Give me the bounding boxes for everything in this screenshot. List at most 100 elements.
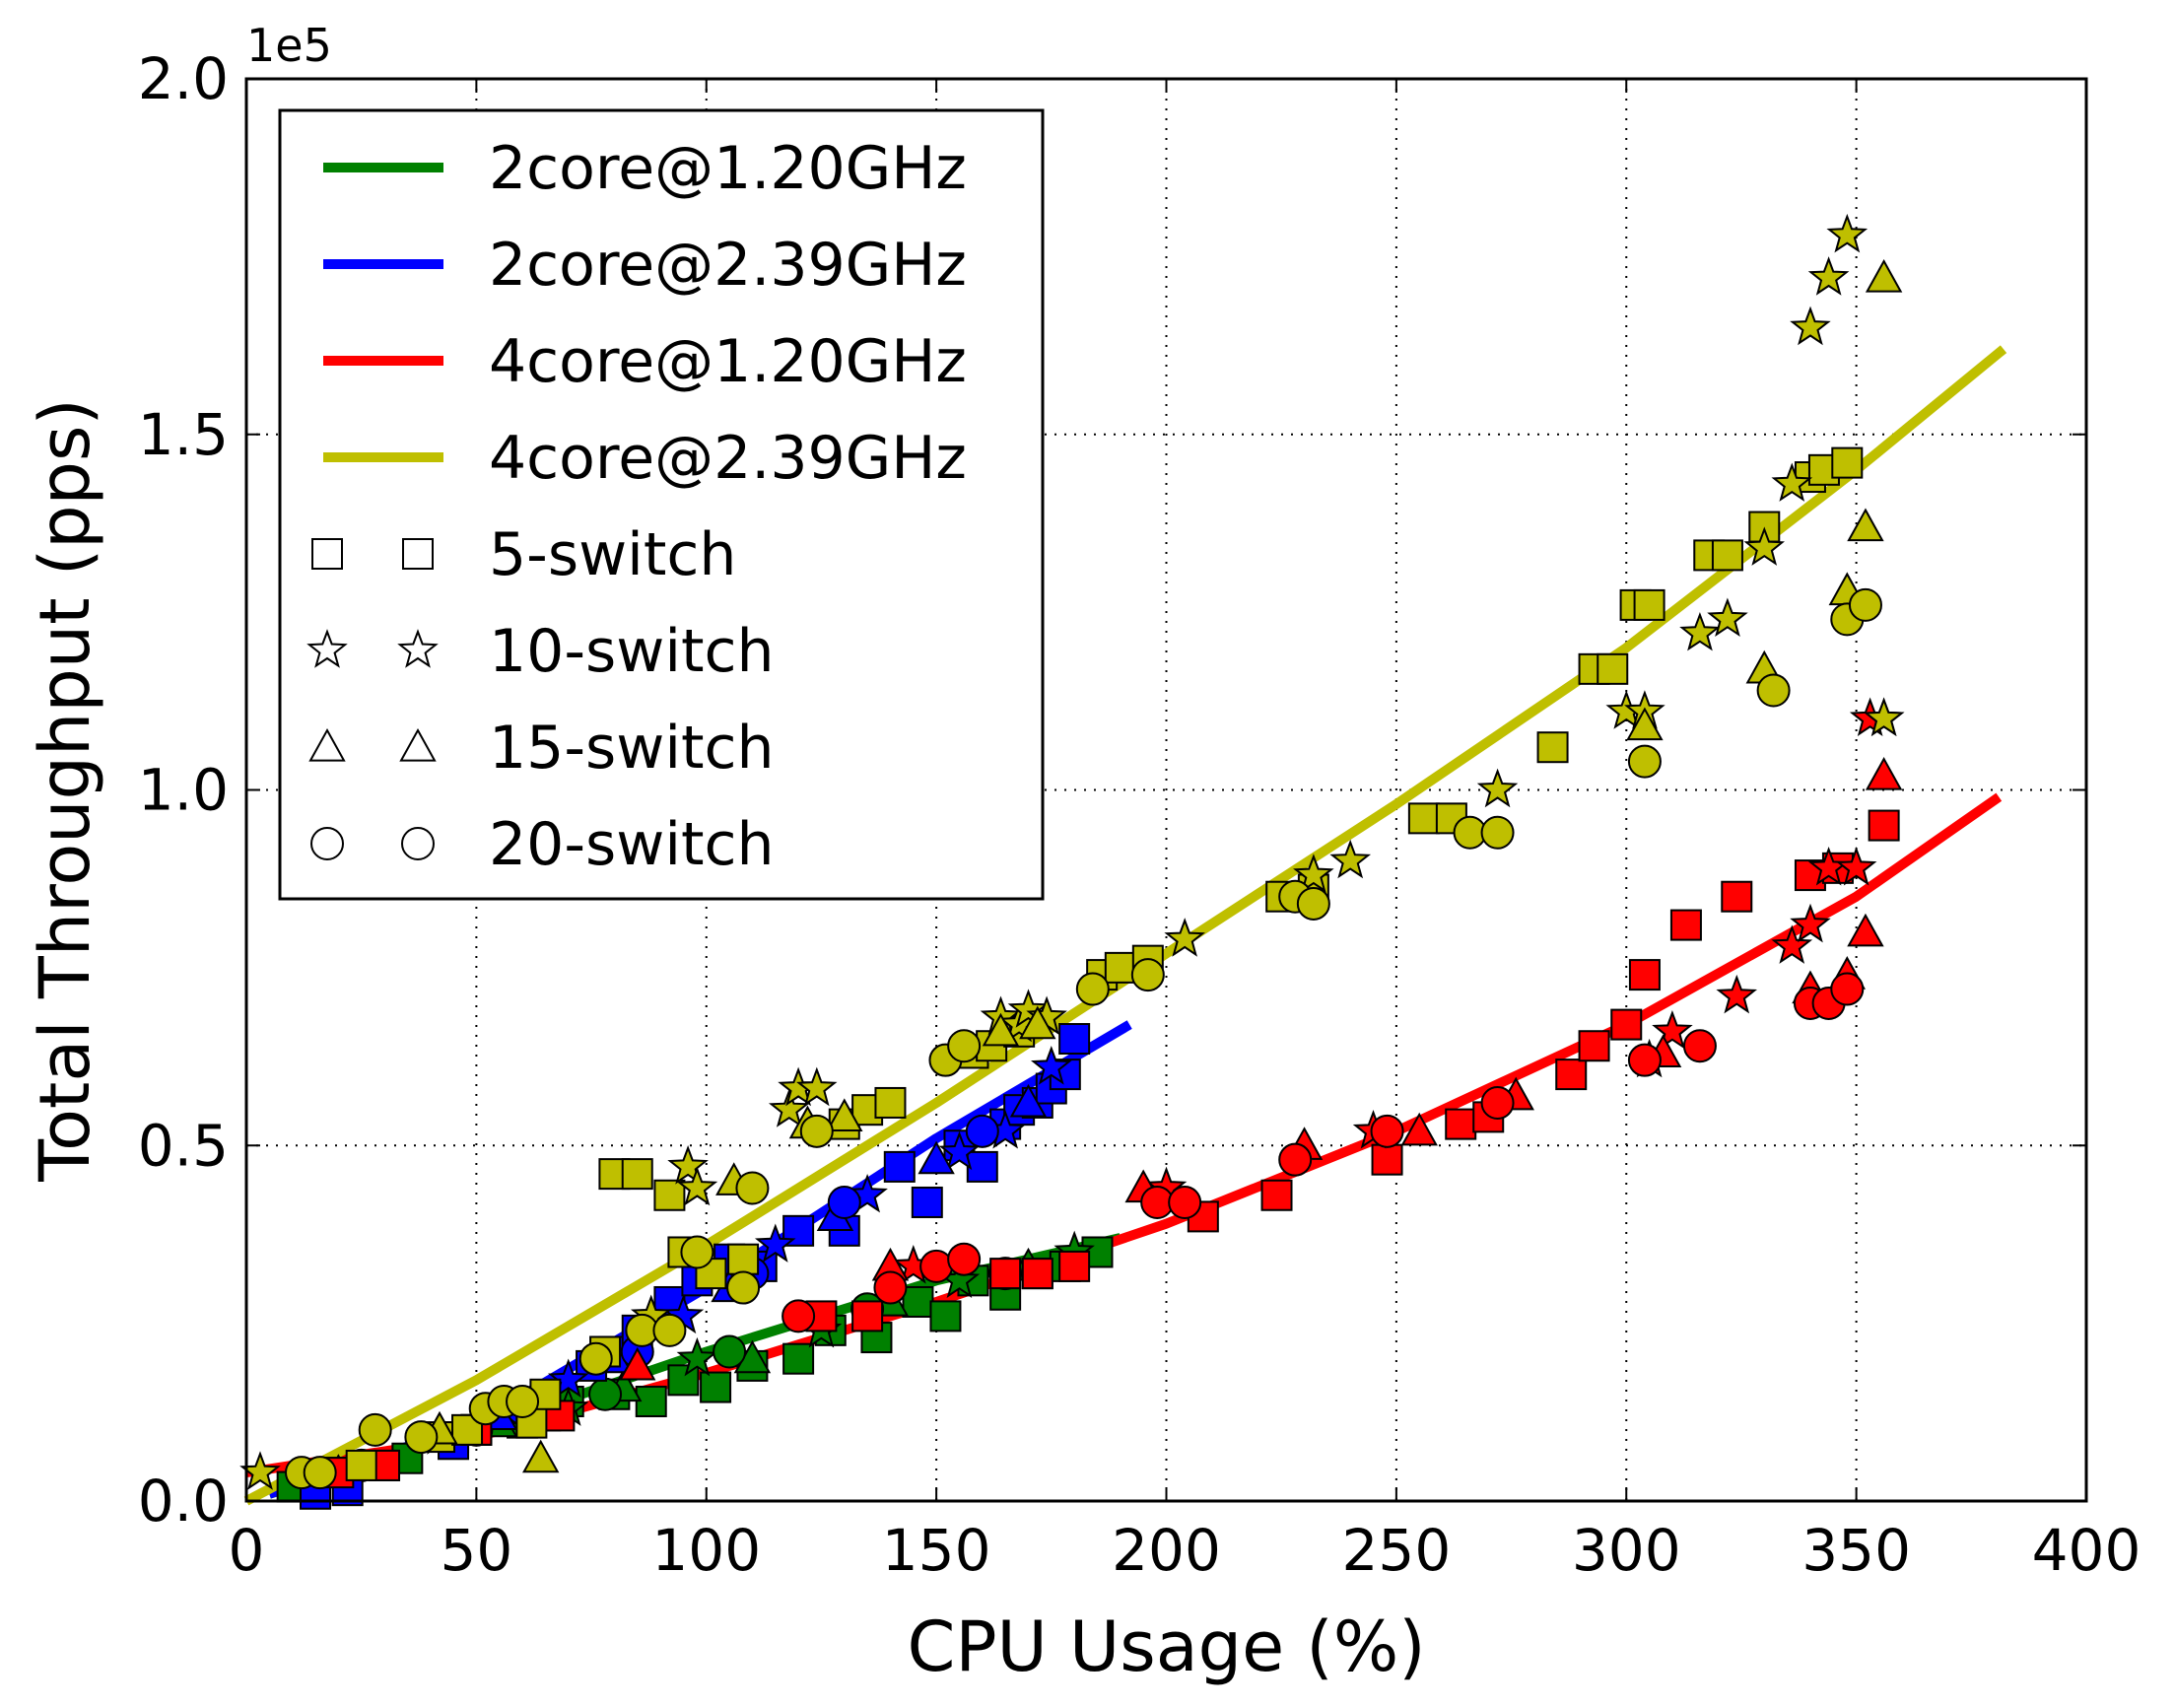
data-point-star <box>1743 526 1785 566</box>
y-tick-label: 1.0 <box>138 757 229 824</box>
legend-label: 20-switch <box>489 810 775 879</box>
data-point-circle <box>1480 815 1515 850</box>
data-point-square <box>1628 959 1661 991</box>
data-point-square <box>1407 802 1440 835</box>
data-point-star <box>676 1166 718 1206</box>
data-point-star <box>1826 213 1869 253</box>
data-point-star <box>1679 611 1721 651</box>
data-point-circle <box>873 1270 908 1305</box>
data-point-star <box>1790 306 1831 346</box>
data-point-square <box>1021 1258 1054 1290</box>
data-point-star <box>1707 597 1748 638</box>
x-tick-label: 350 <box>1801 1517 1911 1584</box>
x-tick-label: 100 <box>651 1517 761 1584</box>
data-point-star <box>1835 847 1877 886</box>
legend-marker-triangle <box>308 727 346 762</box>
data-point-circle <box>506 1384 540 1418</box>
data-point-circle <box>578 1341 613 1376</box>
legend-marker-star <box>306 629 348 668</box>
legend-label: 15-switch <box>489 714 775 783</box>
data-point-star <box>1863 697 1905 737</box>
data-point-circle <box>919 1249 954 1283</box>
data-point-square <box>1711 539 1743 572</box>
data-point-square <box>874 1086 907 1119</box>
data-point-star <box>547 1358 589 1399</box>
data-point-circle <box>713 1334 747 1369</box>
data-point-square <box>727 1243 760 1275</box>
data-point-circle <box>1168 1185 1202 1219</box>
legend-marker-square <box>402 538 434 570</box>
data-point-star <box>754 1223 796 1263</box>
data-point-circle <box>726 1270 761 1305</box>
data-point-star <box>1716 974 1758 1014</box>
data-point-square <box>621 1158 653 1191</box>
data-point-circle <box>965 1114 999 1148</box>
data-point-star <box>1771 924 1813 964</box>
data-point-square <box>1633 588 1665 621</box>
data-point-star <box>1652 1009 1693 1050</box>
legend-label: 10-switch <box>489 617 775 686</box>
legend-marker-square <box>311 538 343 570</box>
y-tick-label: 0.5 <box>138 1112 229 1179</box>
data-point-square <box>1578 1030 1610 1062</box>
data-point-star <box>1790 903 1831 943</box>
data-point-triangle <box>826 1098 863 1131</box>
x-tick-label: 0 <box>229 1517 265 1584</box>
data-point-triangle <box>918 1140 955 1175</box>
data-point-star <box>1164 918 1205 957</box>
data-point-square <box>1536 731 1569 764</box>
legend-marker-circle <box>310 827 344 860</box>
y-tick-label: 0.0 <box>138 1468 229 1535</box>
data-point-square <box>1831 446 1864 479</box>
data-point-triangle <box>619 1346 656 1381</box>
data-point-circle <box>404 1420 439 1455</box>
data-point-circle <box>1682 1029 1717 1063</box>
legend-box <box>278 108 1045 901</box>
legend: 2core@1.20GHz 2core@2.39GHz 4core@1.20GHz 4… <box>278 108 1045 901</box>
data-point-square <box>1260 1179 1293 1211</box>
y-tick-label: 2.0 <box>138 45 229 112</box>
data-point-star <box>676 1336 718 1377</box>
data-point-circle <box>1830 972 1865 1006</box>
data-point-circle <box>947 1242 982 1276</box>
data-point-square <box>653 1179 686 1211</box>
x-tick-label: 150 <box>882 1517 991 1584</box>
data-point-circle <box>827 1185 861 1219</box>
y-tick-label: 1.5 <box>138 401 229 468</box>
data-point-circle <box>1296 886 1330 921</box>
data-point-star <box>768 1088 810 1127</box>
x-tick-label: 50 <box>440 1517 512 1584</box>
data-point-star <box>1329 839 1372 879</box>
data-point-star <box>1007 989 1050 1028</box>
data-point-triangle <box>1626 707 1664 741</box>
data-point-circle <box>1756 673 1791 708</box>
data-point-triangle <box>522 1439 560 1473</box>
legend-marker-circle <box>401 827 435 860</box>
data-point-triangle <box>1847 913 1884 947</box>
data-point-circle <box>1370 1114 1404 1148</box>
data-point-triangle <box>982 1012 1020 1047</box>
data-point-circle <box>358 1412 392 1447</box>
data-point-circle <box>1627 1043 1662 1077</box>
data-point-circle <box>1848 587 1882 622</box>
data-point-square <box>1371 1143 1403 1176</box>
data-point-square <box>902 1285 934 1318</box>
data-point-square <box>1669 909 1702 941</box>
data-point-square <box>1104 951 1136 984</box>
legend-label: 5-switch <box>489 520 736 589</box>
data-point-square <box>1058 1250 1091 1282</box>
data-point-square <box>883 1150 916 1183</box>
data-point-star <box>938 1130 981 1171</box>
data-point-star <box>1476 768 1519 808</box>
data-point-square <box>1610 1008 1643 1041</box>
data-point-square <box>929 1300 962 1332</box>
y-axis-label: Total Throughput (pps) <box>25 398 105 1183</box>
data-point-square <box>989 1258 1022 1290</box>
data-point-circle <box>1075 972 1110 1006</box>
data-point-circle <box>1627 744 1662 779</box>
data-point-square <box>700 1371 732 1403</box>
legend-label: 4core@2.39GHz <box>489 424 967 493</box>
x-tick-label: 200 <box>1112 1517 1221 1584</box>
data-point-circle <box>652 1313 687 1347</box>
data-point-square <box>1555 1059 1588 1091</box>
